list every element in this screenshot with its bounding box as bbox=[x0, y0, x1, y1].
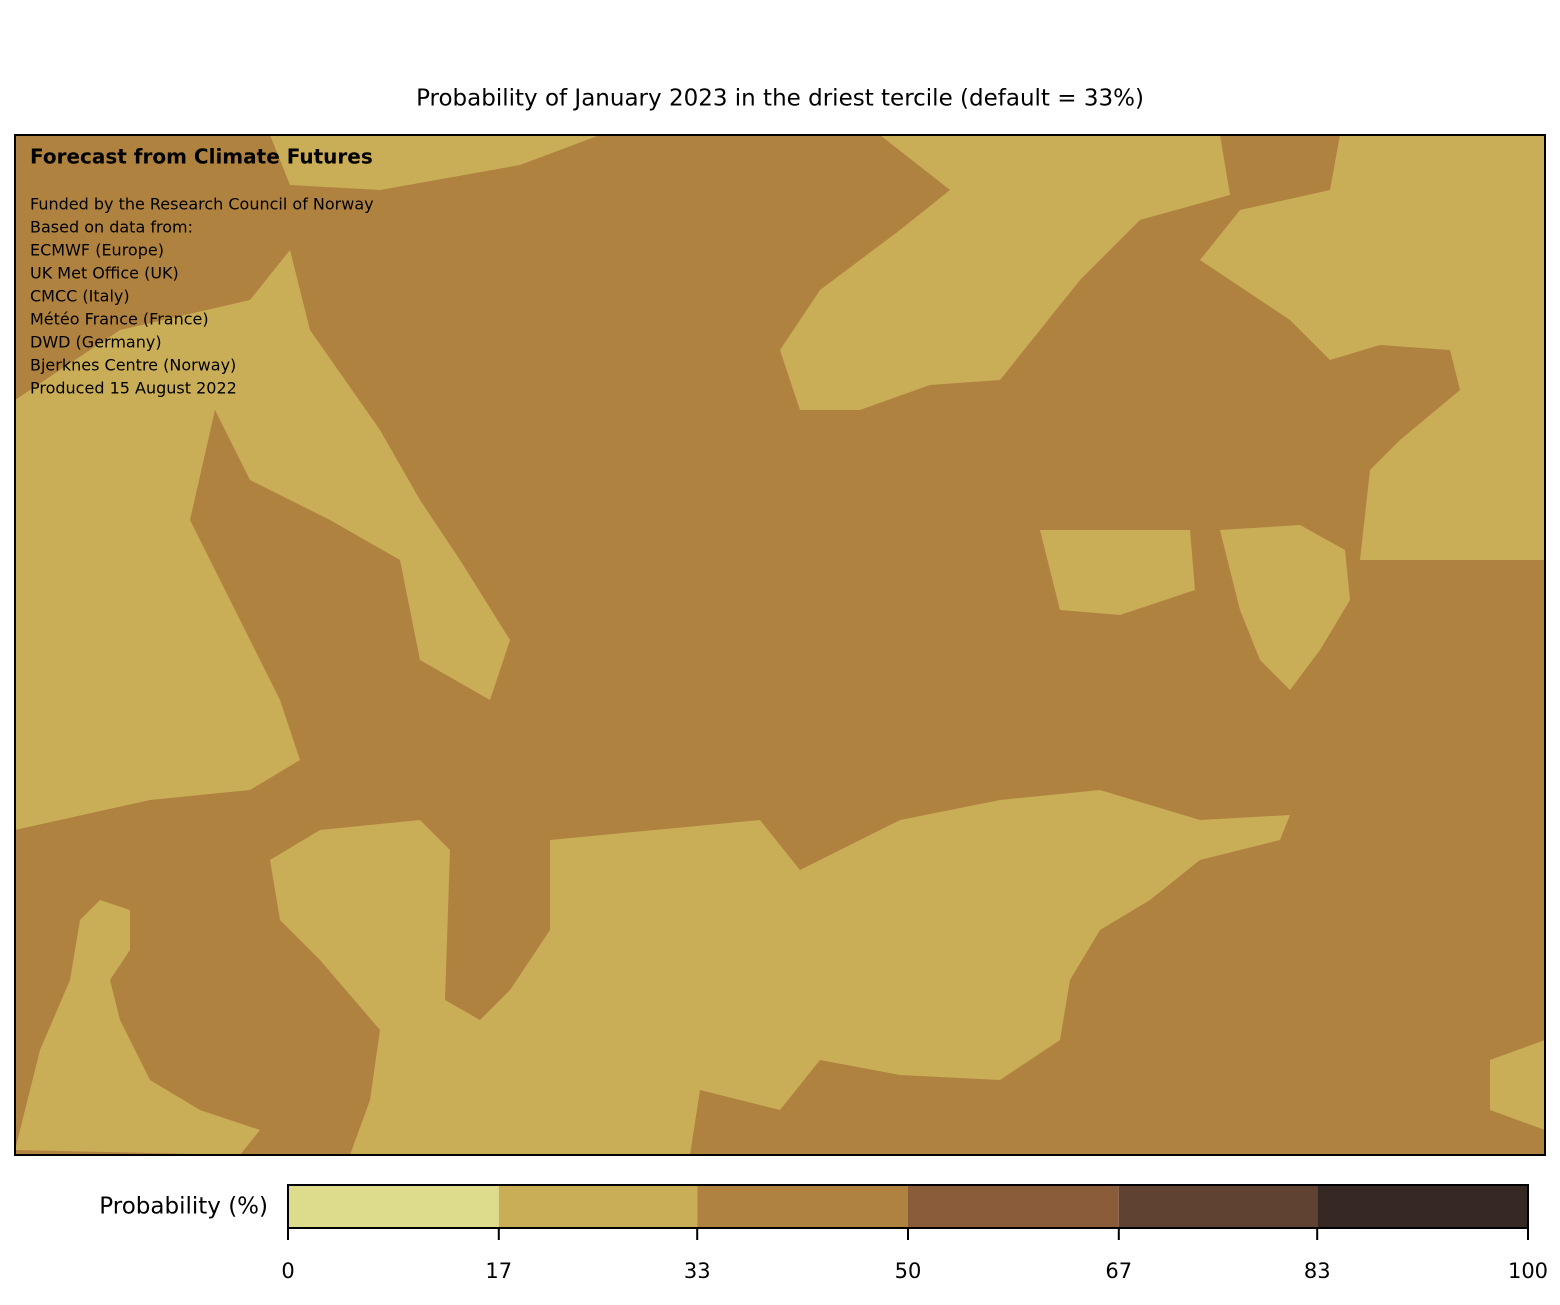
map-title: Probability of January 2023 in the dries… bbox=[416, 86, 1144, 112]
map-region bbox=[1200, 135, 1545, 560]
map bbox=[14, 134, 1546, 1156]
light-regions bbox=[15, 135, 1545, 1155]
annotation-line: Produced 15 August 2022 bbox=[30, 379, 237, 398]
map-region bbox=[1220, 525, 1350, 690]
colorbar-segment bbox=[908, 1185, 1119, 1228]
colorbar-tick-label: 0 bbox=[281, 1259, 294, 1283]
map-region bbox=[15, 900, 260, 1155]
colorbar-segment bbox=[1118, 1185, 1318, 1228]
colorbar-label: Probability (%) bbox=[99, 1194, 268, 1220]
map-region bbox=[15, 135, 600, 190]
colorbar-tick-label: 17 bbox=[485, 1259, 512, 1283]
annotation-line: UK Met Office (UK) bbox=[30, 264, 179, 283]
map-region bbox=[780, 135, 1230, 410]
annotation-line: Bjerknes Centre (Norway) bbox=[30, 356, 236, 375]
annotation-line: CMCC (Italy) bbox=[30, 287, 130, 306]
annotation-line: Based on data from: bbox=[30, 218, 193, 237]
map-region bbox=[270, 790, 1290, 1155]
map-region bbox=[15, 250, 510, 830]
map-frame bbox=[14, 134, 1546, 1156]
colorbar-segment bbox=[697, 1185, 908, 1228]
colorbar-segment bbox=[1317, 1185, 1528, 1228]
annotation-lines: Funded by the Research Council of Norway… bbox=[30, 195, 374, 398]
map-region bbox=[1490, 1040, 1545, 1130]
colorbar-tick-label: 33 bbox=[684, 1259, 711, 1283]
colorbar-tick-label: 83 bbox=[1304, 1259, 1331, 1283]
colorbar-tick-label: 50 bbox=[895, 1259, 922, 1283]
annotation-line: ECMWF (Europe) bbox=[30, 241, 164, 260]
annotation-line: Funded by the Research Council of Norway bbox=[30, 195, 374, 214]
annotation-heading: Forecast from Climate Futures bbox=[30, 145, 373, 169]
colorbar-segment bbox=[498, 1185, 698, 1228]
annotation-line: DWD (Germany) bbox=[30, 333, 162, 352]
map-region bbox=[1040, 530, 1195, 615]
colorbar-segment bbox=[288, 1185, 499, 1228]
colorbar: 0 17 33 50 67 83 100 bbox=[281, 1184, 1548, 1283]
colorbar-tick-label: 67 bbox=[1105, 1259, 1132, 1283]
annotation-line: Météo France (France) bbox=[30, 310, 209, 329]
colorbar-tick-label: 100 bbox=[1508, 1259, 1548, 1283]
